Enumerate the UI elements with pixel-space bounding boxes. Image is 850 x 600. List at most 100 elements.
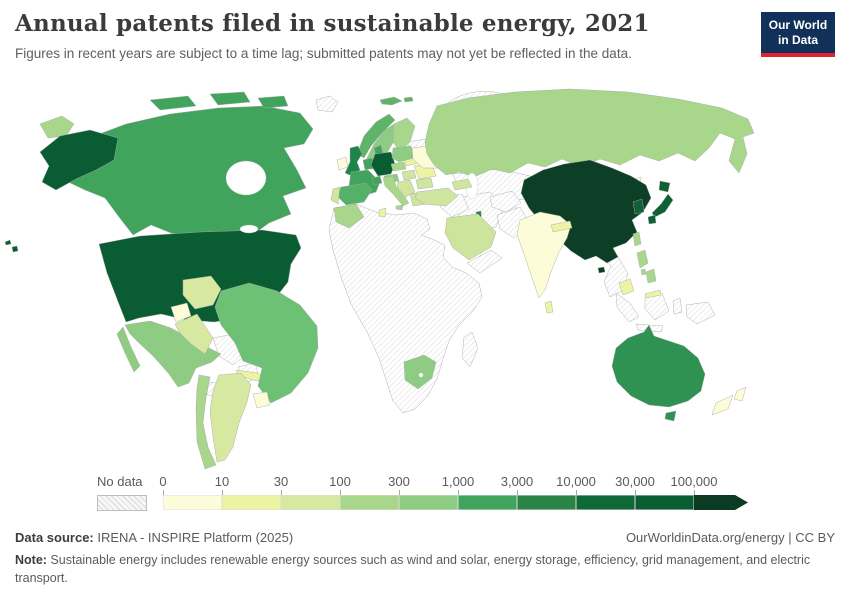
country-russia[interactable]: [424, 88, 755, 178]
country-iceland[interactable]: [315, 95, 339, 113]
footnote-text: Sustainable energy includes renewable en…: [15, 553, 811, 585]
legend-tick-mark: [458, 490, 459, 495]
page-title: Annual patents filed in sustainable ener…: [15, 10, 650, 37]
legend-tick-label: 10,000: [556, 474, 596, 489]
country-philippines[interactable]: [636, 249, 657, 284]
country-spain[interactable]: [336, 182, 373, 206]
country-bulgaria[interactable]: [415, 177, 434, 190]
country-finland[interactable]: [392, 117, 416, 153]
country-poland[interactable]: [391, 145, 415, 163]
country-saudi-arabia[interactable]: [444, 213, 497, 261]
country-tasmania[interactable]: [664, 410, 677, 422]
chart-footer: Data source: IRENA - INSPIRE Platform (2…: [15, 530, 835, 587]
country-svalbard[interactable]: [379, 96, 414, 106]
legend-tick-mark: [281, 490, 282, 495]
legend-tick-label: 30,000: [615, 474, 655, 489]
country-brazil[interactable]: [214, 282, 319, 404]
country-malaysia[interactable]: [618, 278, 662, 299]
legend-arrow-segment[interactable]: [694, 495, 748, 510]
country-india[interactable]: [516, 211, 572, 299]
country-south-korea[interactable]: [632, 198, 645, 215]
legend-no-data-swatch[interactable]: [97, 495, 147, 511]
world-choropleth-map: [4, 88, 755, 470]
legend-tick-mark: [222, 490, 223, 495]
legend-tick-label: 100,000: [670, 474, 718, 489]
region-yemen-oman[interactable]: [466, 249, 503, 274]
country-south-africa[interactable]: [403, 354, 437, 390]
legend-tick-label: 30: [273, 474, 289, 489]
country-madagascar[interactable]: [461, 331, 479, 368]
country-portugal[interactable]: [330, 186, 341, 205]
legend-segment[interactable]: [635, 495, 694, 510]
region-caucasus[interactable]: [451, 178, 473, 191]
legend-segment[interactable]: [281, 495, 340, 510]
license-link[interactable]: OurWorldinData.org/energy | CC BY: [625, 530, 835, 545]
legend-tick-mark: [163, 490, 164, 495]
country-ecuador[interactable]: [170, 302, 192, 323]
hudson-bay: [225, 160, 267, 196]
country-afghanistan[interactable]: [489, 190, 522, 213]
legend-segment[interactable]: [458, 495, 517, 510]
country-czechia[interactable]: [390, 161, 407, 172]
country-morocco[interactable]: [333, 203, 365, 229]
legend-segment[interactable]: [576, 495, 635, 510]
footnote-label: Note:: [15, 553, 47, 567]
country-australia[interactable]: [611, 324, 706, 408]
region-new-guinea[interactable]: [685, 301, 716, 325]
country-peru[interactable]: [174, 313, 214, 355]
footnote: Note: Sustainable energy includes renewa…: [15, 552, 835, 587]
country-switzerland[interactable]: [371, 175, 383, 186]
page-subtitle: Figures in recent years are subject to a…: [15, 46, 632, 61]
data-source-text: IRENA - INSPIRE Platform (2025): [93, 530, 294, 545]
lesotho: [418, 372, 424, 378]
country-hungary[interactable]: [401, 169, 417, 181]
country-japan[interactable]: [647, 180, 674, 225]
legend-tick-mark: [576, 490, 577, 495]
legend-tick-label: 100: [329, 474, 351, 489]
legend-tick-label: 1,000: [441, 474, 475, 489]
country-uruguay[interactable]: [252, 391, 271, 409]
country-tunisia[interactable]: [378, 207, 387, 218]
data-source: Data source: IRENA - INSPIRE Platform (2…: [15, 530, 293, 545]
legend-segment[interactable]: [163, 495, 222, 510]
country-united-kingdom[interactable]: [344, 145, 363, 177]
legend-segment[interactable]: [222, 495, 281, 510]
legend-segment[interactable]: [340, 495, 399, 510]
legend-segment[interactable]: [399, 495, 458, 510]
legend-tick-label: 300: [388, 474, 410, 489]
country-hainan[interactable]: [597, 266, 606, 274]
country-chile[interactable]: [195, 374, 217, 470]
owid-logo-line2: in Data: [777, 33, 818, 47]
legend-tick-mark: [694, 490, 695, 495]
legend-tick-label: 0: [159, 474, 167, 489]
legend-tick-mark: [635, 490, 636, 495]
country-indonesia[interactable]: [615, 292, 683, 333]
country-turkey[interactable]: [414, 187, 459, 207]
country-new-zealand[interactable]: [711, 386, 747, 416]
country-hawaii[interactable]: [4, 239, 19, 253]
country-colombia[interactable]: [182, 275, 222, 310]
country-nepal[interactable]: [550, 220, 573, 233]
country-argentina[interactable]: [209, 372, 252, 463]
country-taiwan[interactable]: [632, 231, 642, 247]
country-norway[interactable]: [356, 113, 396, 159]
legend-no-data-label: No data: [97, 474, 143, 489]
data-source-label: Data source:: [15, 530, 94, 545]
country-mexico[interactable]: [116, 320, 222, 388]
country-ireland[interactable]: [336, 156, 349, 171]
country-italy[interactable]: [382, 175, 410, 211]
owid-logo[interactable]: Our World in Data: [761, 12, 835, 57]
country-russia-wrap[interactable]: [39, 115, 75, 139]
country-germany[interactable]: [370, 151, 396, 177]
legend-ramp: 0 10 30 100 300 1,000 3,000 10,000 30,000 100,000: [159, 474, 813, 514]
great-lakes: [239, 224, 259, 234]
legend-tick-label: 3,000: [500, 474, 534, 489]
country-sri-lanka[interactable]: [544, 300, 554, 314]
chart-header: Annual patents filed in sustainable ener…: [15, 10, 835, 61]
region-africa[interactable]: [328, 203, 483, 414]
legend-tick-mark: [399, 490, 400, 495]
map-legend: No data 0 10 30 100 300 1,000 3,000 10,000 30,00…: [97, 474, 817, 516]
legend-tick-mark: [517, 490, 518, 495]
legend-segment[interactable]: [517, 495, 576, 510]
country-canada[interactable]: [63, 91, 314, 242]
